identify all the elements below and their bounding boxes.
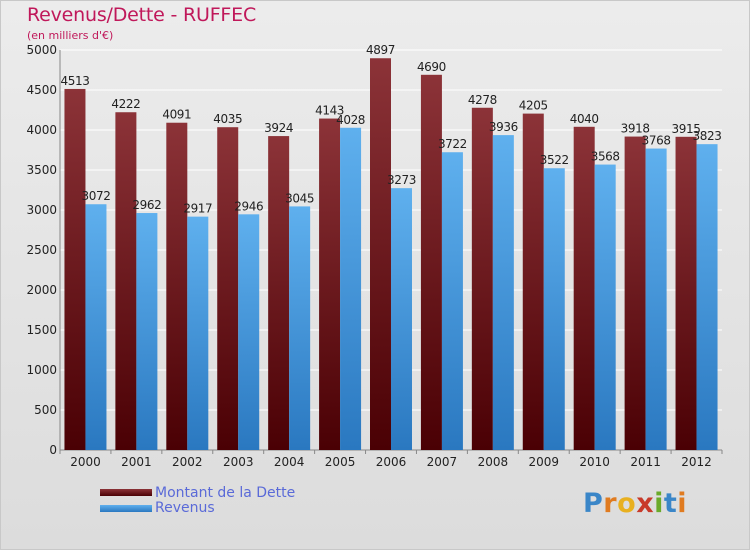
data-label-dette: 4278 xyxy=(468,93,497,107)
data-label-revenus: 3722 xyxy=(438,137,467,151)
x-tick-label: 2006 xyxy=(376,455,407,469)
y-tick-label: 5000 xyxy=(26,43,57,57)
data-label-dette: 3924 xyxy=(264,121,293,135)
y-tick-label: 500 xyxy=(34,403,57,417)
bar-dette-2012 xyxy=(675,136,697,451)
y-tick-label: 2000 xyxy=(26,283,57,297)
bar-dette-2006 xyxy=(370,58,391,451)
legend-label-dette: Montant de la Dette xyxy=(155,485,296,501)
x-tick-label: 2000 xyxy=(70,455,101,469)
data-label-revenus: 3768 xyxy=(642,134,671,148)
x-tick-label: 2004 xyxy=(274,455,305,469)
bar-revenus-2001 xyxy=(136,213,158,450)
logo-letter: P xyxy=(583,488,604,519)
data-label-dette: 3915 xyxy=(672,122,701,136)
x-tick-label: 2010 xyxy=(579,455,610,469)
data-label-dette: 4513 xyxy=(60,74,89,88)
legend-swatch-dette xyxy=(100,489,152,496)
bar-revenus-2000 xyxy=(85,204,107,450)
y-tick-label: 4500 xyxy=(26,83,57,97)
y-tick-label: 3000 xyxy=(26,203,57,217)
data-label-dette: 4035 xyxy=(213,112,242,126)
x-tick-label: 2001 xyxy=(121,455,152,469)
bar-dette-2002 xyxy=(166,122,188,450)
bar-dette-2000 xyxy=(64,88,86,451)
data-label-revenus: 3568 xyxy=(591,150,620,164)
data-label-dette: 4222 xyxy=(111,97,140,111)
y-tick-label: 1000 xyxy=(26,363,57,377)
bar-revenus-2004 xyxy=(289,206,311,450)
y-tick-label: 2500 xyxy=(26,243,57,257)
data-label-dette: 4040 xyxy=(570,112,599,126)
chart-subtitle: (en milliers d'€) xyxy=(27,29,114,42)
data-label-revenus: 3045 xyxy=(285,191,314,205)
x-tick-label: 2002 xyxy=(172,455,203,469)
y-tick-label: 4000 xyxy=(26,123,57,137)
bar-revenus-2012 xyxy=(696,144,718,450)
legend-swatch-revenus xyxy=(100,505,152,512)
bar-revenus-2008 xyxy=(492,135,514,450)
data-label-dette: 3918 xyxy=(621,122,650,136)
bar-dette-2009 xyxy=(522,113,544,450)
bar-dette-2007 xyxy=(420,74,442,451)
y-tick-label: 0 xyxy=(49,443,57,457)
bar-dette-2001 xyxy=(115,112,137,451)
proxiti-logo: Proxiti xyxy=(583,488,687,519)
x-tick-label: 2012 xyxy=(681,455,712,469)
x-tick-label: 2009 xyxy=(528,455,559,469)
logo-letter: o xyxy=(617,488,637,519)
x-tick-label: 2003 xyxy=(223,455,254,469)
x-tick-label: 2008 xyxy=(478,455,509,469)
data-label-revenus: 3936 xyxy=(489,120,518,134)
y-tick-label: 3500 xyxy=(26,163,57,177)
bar-revenus-2009 xyxy=(543,168,565,451)
data-label-dette: 4205 xyxy=(519,99,548,113)
bar-revenus-2011 xyxy=(645,148,667,450)
x-tick-label: 2005 xyxy=(325,455,356,469)
data-label-revenus: 3823 xyxy=(693,129,722,143)
data-label-revenus: 2962 xyxy=(132,198,161,212)
bar-dette-2003 xyxy=(217,127,239,450)
bar-dette-2005 xyxy=(319,118,341,450)
data-label-dette: 4091 xyxy=(162,108,191,122)
data-label-revenus: 4028 xyxy=(336,113,365,127)
bar-revenus-2007 xyxy=(441,152,463,451)
logo-letter: r xyxy=(603,488,618,519)
data-label-dette: 4690 xyxy=(417,60,446,74)
legend-label-revenus: Revenus xyxy=(155,500,215,516)
data-label-dette: 4143 xyxy=(315,104,344,118)
logo-letter: i xyxy=(654,488,664,519)
logo-letter: t xyxy=(663,488,678,519)
bar-revenus-2003 xyxy=(238,214,260,450)
bar-revenus-2010 xyxy=(594,164,616,450)
bar-dette-2011 xyxy=(624,136,646,450)
data-label-revenus: 3072 xyxy=(81,189,110,203)
bar-dette-2008 xyxy=(471,107,493,450)
bar-dette-2004 xyxy=(268,136,290,450)
logo-letter: x xyxy=(636,488,655,519)
data-label-revenus: 3522 xyxy=(540,153,569,167)
bar-dette-2010 xyxy=(573,126,595,451)
bar-revenus-2006 xyxy=(391,188,412,450)
data-label-revenus: 2917 xyxy=(183,202,212,216)
y-tick-label: 1500 xyxy=(26,323,57,337)
bar-revenus-2002 xyxy=(187,216,209,450)
data-label-revenus: 3273 xyxy=(387,173,416,187)
bar-revenus-2005 xyxy=(340,127,362,450)
data-label-revenus: 2946 xyxy=(234,199,263,213)
logo-letter: i xyxy=(677,488,688,519)
data-label-dette: 4897 xyxy=(366,43,395,57)
x-tick-label: 2011 xyxy=(630,455,661,469)
chart-title: Revenus/Dette - RUFFEC xyxy=(27,4,257,26)
x-tick-label: 2007 xyxy=(427,455,458,469)
